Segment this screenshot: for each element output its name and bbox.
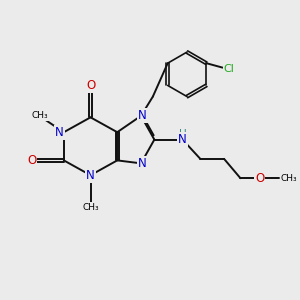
Text: N: N [86, 169, 95, 182]
Text: N: N [138, 157, 147, 170]
Text: N: N [178, 133, 187, 146]
Text: CH₃: CH₃ [280, 174, 297, 183]
Text: O: O [86, 79, 95, 92]
Text: N: N [55, 126, 64, 139]
Text: CH₃: CH₃ [82, 203, 99, 212]
Text: Cl: Cl [224, 64, 235, 74]
Text: CH₃: CH₃ [32, 111, 48, 120]
Text: O: O [255, 172, 264, 185]
Text: N: N [138, 110, 147, 122]
Text: O: O [27, 154, 36, 167]
Text: H: H [179, 129, 187, 139]
